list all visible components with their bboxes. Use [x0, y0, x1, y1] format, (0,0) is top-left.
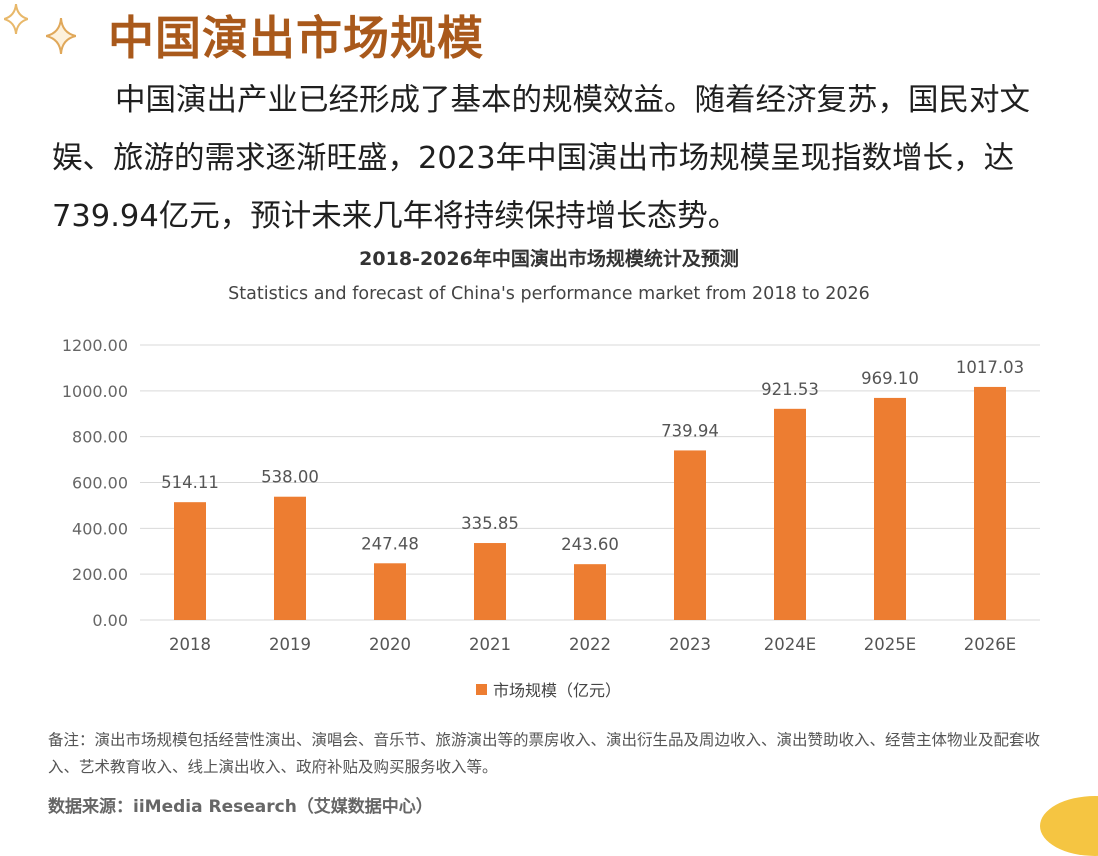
- bar: [974, 386, 1006, 620]
- x-tick-label: 2020: [369, 635, 411, 654]
- y-tick-label: 0.00: [92, 611, 128, 630]
- y-tick-label: 800.00: [72, 428, 128, 447]
- chart-subtitle: Statistics and forecast of China's perfo…: [228, 284, 870, 304]
- y-tick-label: 1200.00: [62, 336, 128, 355]
- data-label: 247.48: [361, 534, 419, 553]
- data-label: 243.60: [561, 535, 619, 554]
- x-tick-label: 2018: [169, 635, 211, 654]
- y-tick-label: 400.00: [72, 519, 128, 538]
- data-source: 数据来源：iiMedia Research（艾媒数据中心）: [48, 797, 433, 817]
- bar: [374, 563, 406, 620]
- bar: [274, 496, 306, 620]
- x-tick-label: 2025E: [864, 635, 916, 654]
- data-label: 514.11: [161, 473, 219, 492]
- x-tick-label: 2019: [269, 635, 311, 654]
- x-tick-label: 2026E: [964, 635, 1016, 654]
- page-title: 中国演出市场规模: [108, 11, 484, 65]
- intro-paragraph: 中国演出产业已经形成了基本的规模效益。随着经济复苏，国民对文娱、旅游的需求逐渐旺…: [52, 83, 1030, 234]
- x-tick-label: 2024E: [764, 635, 816, 654]
- bar: [674, 450, 706, 620]
- sparkle-icon: [46, 18, 76, 54]
- data-label: 969.10: [861, 369, 919, 388]
- y-tick-label: 600.00: [72, 474, 128, 493]
- bar: [874, 397, 906, 620]
- sparkle-icon: [4, 4, 28, 34]
- footnote: 备注：演出市场规模包括经营性演出、演唱会、音乐节、旅游演出等的票房收入、演出衍生…: [48, 731, 1041, 776]
- data-label: 739.94: [661, 421, 719, 440]
- data-label: 538.00: [261, 468, 319, 487]
- data-label: 921.53: [761, 380, 819, 399]
- bar-chart: 0.00 200.00 400.00 600.00 800.00 1000.00 1200.…: [62, 336, 1040, 654]
- x-tick-label: 2023: [669, 635, 711, 654]
- x-tick-label: 2022: [569, 635, 611, 654]
- bar: [774, 408, 806, 620]
- legend-swatch: [476, 683, 487, 695]
- bar: [474, 543, 506, 620]
- y-tick-label: 200.00: [72, 565, 128, 584]
- bar: [174, 502, 206, 620]
- legend-label: 市场规模（亿元）: [493, 681, 622, 700]
- data-label: 1017.03: [956, 358, 1024, 377]
- decorative-shape: [1040, 796, 1098, 856]
- y-tick-label: 1000.00: [62, 382, 128, 401]
- bar: [574, 564, 606, 620]
- x-tick-label: 2021: [469, 635, 511, 654]
- chart-title: 2018-2026年中国演出市场规模统计及预测: [359, 248, 739, 270]
- chart-legend: 市场规模（亿元）: [476, 677, 621, 701]
- data-label: 335.85: [461, 514, 519, 533]
